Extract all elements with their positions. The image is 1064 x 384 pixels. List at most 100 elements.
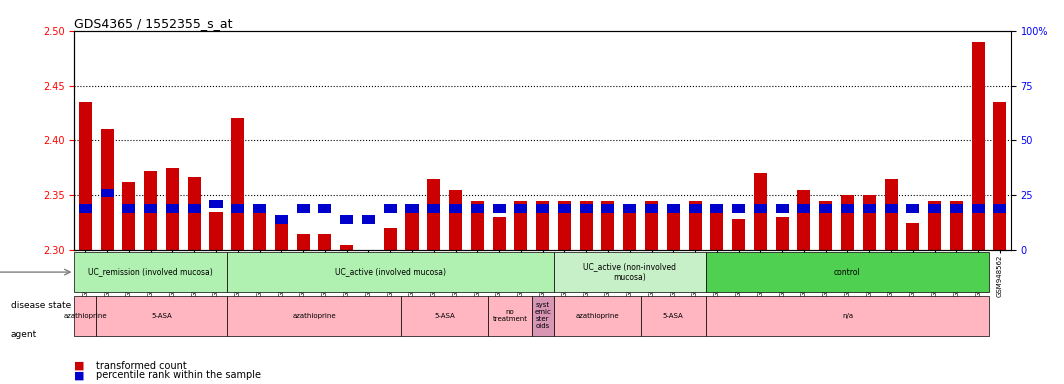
- Bar: [797, 204, 811, 213]
- Bar: [754, 204, 767, 213]
- Bar: [994, 204, 1007, 213]
- FancyBboxPatch shape: [641, 296, 705, 336]
- Bar: [514, 204, 528, 213]
- Bar: [187, 177, 201, 250]
- Bar: [994, 102, 1007, 250]
- Bar: [711, 204, 724, 213]
- Bar: [253, 204, 266, 213]
- FancyBboxPatch shape: [705, 252, 990, 292]
- Bar: [166, 204, 179, 213]
- Bar: [688, 204, 701, 213]
- Bar: [601, 204, 615, 213]
- FancyBboxPatch shape: [227, 252, 553, 292]
- Bar: [558, 201, 571, 250]
- Bar: [405, 204, 418, 213]
- Bar: [667, 204, 680, 213]
- Bar: [580, 204, 593, 213]
- Bar: [797, 190, 811, 250]
- Bar: [384, 204, 397, 213]
- FancyBboxPatch shape: [227, 296, 401, 336]
- Bar: [122, 204, 135, 213]
- Bar: [841, 195, 854, 250]
- Bar: [863, 204, 876, 213]
- Bar: [928, 201, 942, 250]
- FancyBboxPatch shape: [532, 296, 553, 336]
- FancyBboxPatch shape: [553, 252, 705, 292]
- Bar: [231, 204, 245, 213]
- Text: disease state: disease state: [11, 301, 71, 310]
- Bar: [428, 179, 440, 250]
- Bar: [624, 204, 636, 213]
- Bar: [884, 179, 898, 250]
- Bar: [253, 206, 266, 250]
- Bar: [776, 217, 788, 250]
- Bar: [884, 204, 898, 213]
- Bar: [297, 204, 310, 213]
- Bar: [187, 204, 201, 213]
- Bar: [231, 119, 245, 250]
- Bar: [536, 204, 549, 213]
- Bar: [950, 204, 963, 213]
- Bar: [558, 204, 571, 213]
- Bar: [318, 234, 331, 250]
- Bar: [428, 204, 440, 213]
- Bar: [210, 200, 222, 209]
- FancyBboxPatch shape: [488, 296, 532, 336]
- Bar: [362, 250, 375, 338]
- Bar: [79, 102, 92, 250]
- Text: azathioprine: azathioprine: [576, 313, 619, 319]
- Bar: [688, 201, 701, 250]
- Bar: [275, 215, 288, 224]
- Bar: [907, 204, 919, 213]
- Text: syst
emic
ster
oids: syst emic ster oids: [534, 303, 551, 329]
- Bar: [819, 204, 832, 213]
- Bar: [580, 201, 593, 250]
- FancyBboxPatch shape: [74, 296, 96, 336]
- Text: azathioprine: azathioprine: [293, 313, 336, 319]
- Bar: [470, 204, 484, 213]
- Text: ■: ■: [74, 370, 85, 380]
- Text: azathioprine: azathioprine: [64, 313, 107, 319]
- Bar: [863, 195, 876, 250]
- Text: agent: agent: [11, 329, 37, 339]
- Bar: [210, 212, 222, 250]
- Bar: [536, 201, 549, 250]
- Bar: [645, 201, 658, 250]
- Bar: [275, 223, 288, 250]
- Bar: [101, 129, 114, 250]
- Bar: [470, 201, 484, 250]
- Bar: [754, 173, 767, 250]
- Bar: [362, 215, 375, 224]
- Bar: [449, 190, 462, 250]
- FancyBboxPatch shape: [553, 296, 641, 336]
- Bar: [732, 219, 745, 250]
- FancyBboxPatch shape: [705, 296, 990, 336]
- FancyBboxPatch shape: [96, 296, 227, 336]
- Bar: [971, 204, 984, 213]
- Text: 5-ASA: 5-ASA: [434, 313, 455, 319]
- Bar: [776, 204, 788, 213]
- Text: no
treatment: no treatment: [493, 310, 528, 323]
- Bar: [493, 204, 505, 213]
- Bar: [711, 212, 724, 250]
- Bar: [122, 182, 135, 250]
- Text: n/a: n/a: [842, 313, 853, 319]
- Bar: [340, 245, 353, 250]
- Bar: [841, 204, 854, 213]
- Bar: [405, 206, 418, 250]
- FancyBboxPatch shape: [74, 252, 227, 292]
- Text: GDS4365 / 1552355_s_at: GDS4365 / 1552355_s_at: [74, 17, 233, 30]
- Bar: [493, 217, 505, 250]
- Bar: [667, 212, 680, 250]
- Bar: [971, 42, 984, 250]
- Bar: [318, 204, 331, 213]
- Bar: [101, 189, 114, 197]
- Text: UC_remission (involved mucosa): UC_remission (involved mucosa): [88, 268, 213, 276]
- Bar: [144, 204, 157, 213]
- Text: transformed count: transformed count: [96, 361, 186, 371]
- Bar: [819, 201, 832, 250]
- Text: ■: ■: [74, 361, 85, 371]
- Text: 5-ASA: 5-ASA: [663, 313, 684, 319]
- Bar: [144, 171, 157, 250]
- Bar: [601, 201, 615, 250]
